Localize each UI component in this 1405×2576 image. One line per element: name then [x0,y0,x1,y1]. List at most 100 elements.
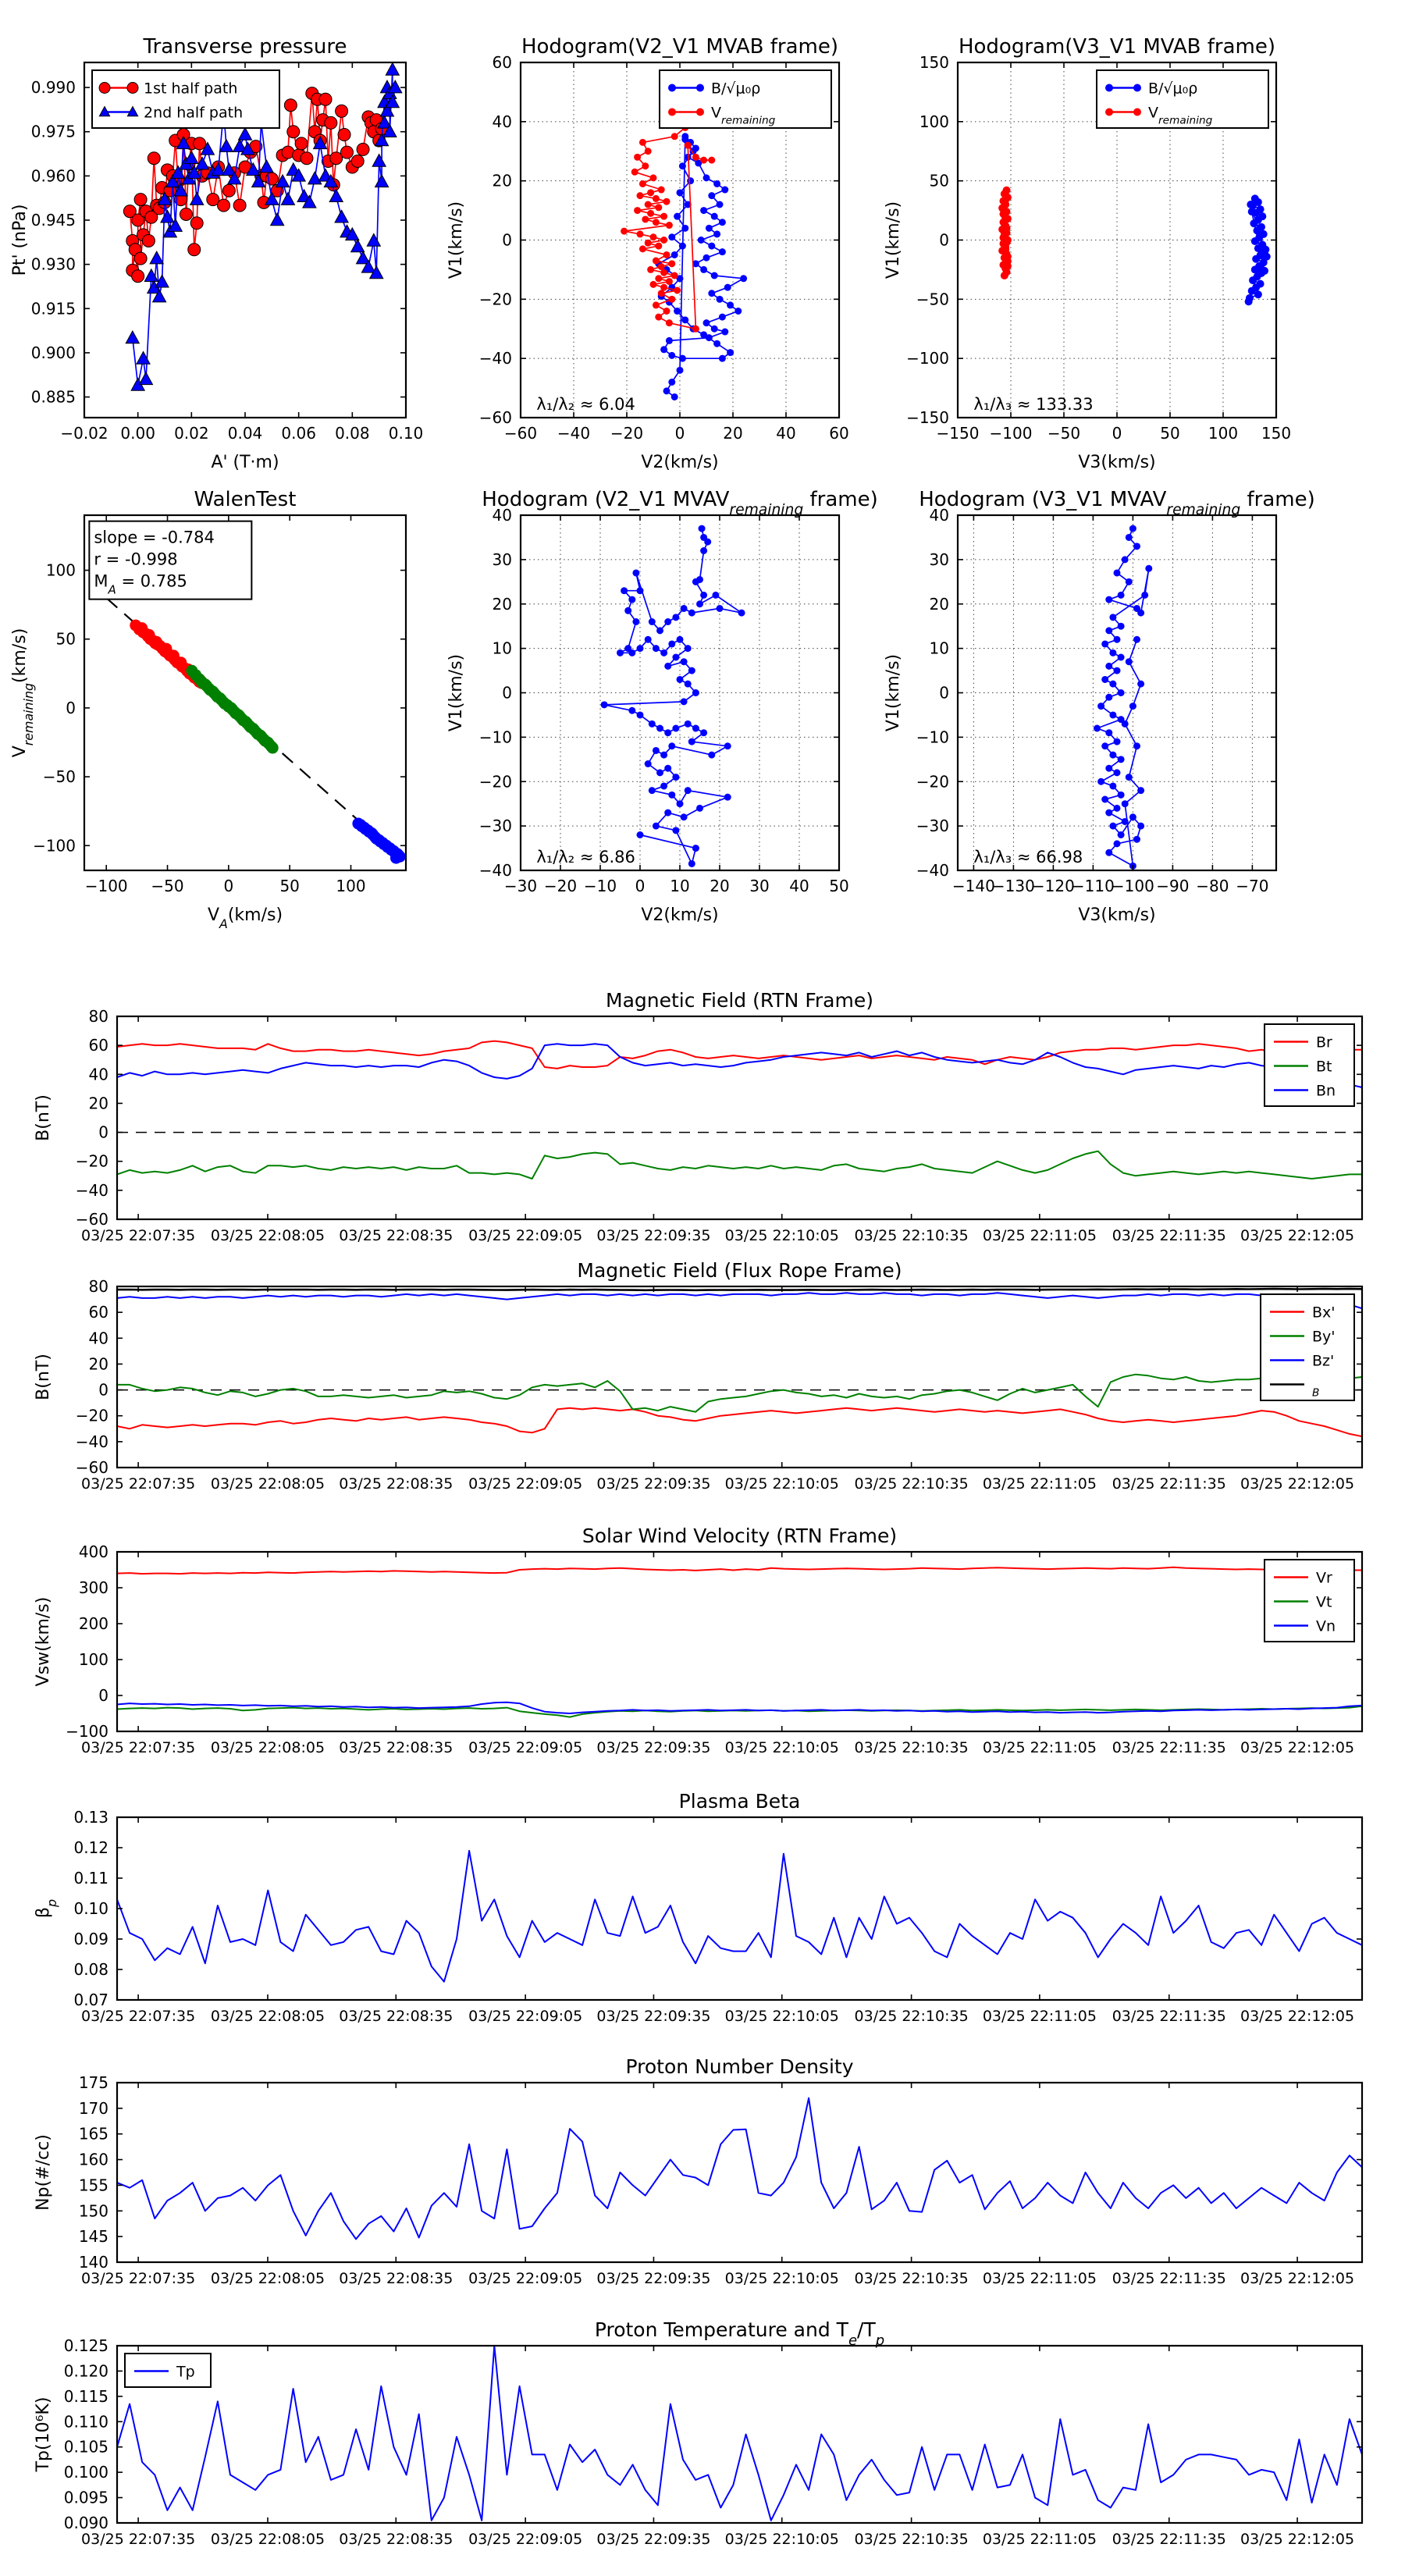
series-line-Vr [116,1566,1362,1575]
ytick-label: 0 [98,1686,108,1705]
ytick-label: 20 [930,595,949,614]
xtick-label: 0.10 [389,424,424,443]
xtick-label: 100 [1208,424,1238,443]
x-axis-label: V3(km/s) [1078,453,1155,472]
xtick-label: 03/25 22:10:05 [725,2531,839,2548]
ytick-label: 0 [939,231,949,250]
ytick-label: 0.095 [64,2489,108,2507]
xtick-label: 03/25 22:12:05 [1240,1227,1354,1244]
ytick-label: 0.07 [73,1991,108,2009]
legend: B/√μ₀ρ Vremaining [1096,69,1269,129]
ytick-label: 0.100 [64,2463,108,2482]
series-Bx-prime [116,1407,1363,1438]
xtick-label: 03/25 22:08:05 [211,1475,325,1493]
xtick-label: 03/25 22:08:05 [211,1739,325,1756]
xtick-label: 20 [710,877,729,895]
legend-label: Bt [1316,1059,1332,1076]
legend-label: Bz' [1312,1353,1334,1370]
xtick-label: 03/25 22:10:35 [855,1227,969,1244]
ytick-label: 0.110 [64,2412,108,2431]
ytick-label: 0 [939,684,949,703]
panel-mag-fluxrope: 03/25 22:07:35 03/25 22:08:05 03/25 22:08:… [34,1259,1364,1493]
ytick-label: −100 [906,349,949,368]
series-line-2nd half path [131,69,397,386]
annotation: slope = -0.784 r = -0.998 MA = 0.785 [88,520,253,600]
panel-proton-density: 03/25 22:07:35 03/25 22:08:05 03/25 22:08:… [34,2055,1364,2287]
xtick-label: 03/25 22:07:35 [81,1475,195,1493]
xtick-label: 03/25 22:11:35 [1112,2008,1226,2025]
annotation: λ₁/λ₃ ≈ 66.98 [973,848,1083,866]
series-line-B-magnitude [116,1287,1363,1292]
series-line-Tp [116,2345,1363,2521]
ytick-label: 0.08 [73,1960,108,1979]
xtick-label: 03/25 22:07:35 [81,2008,195,2025]
xtick-label: 0.08 [335,424,370,443]
axes-border [116,1015,1364,1221]
panel-title: Transverse pressure [143,35,347,59]
series-beta-p [116,1849,1363,1983]
ytick-label: 20 [89,1094,108,1112]
panel-title: Plasma Beta [679,1790,801,1813]
annotation-text: slope = -0.784 [94,528,215,547]
xtick-label: 50 [279,877,299,895]
y-axis-label: B(nT) [34,1094,53,1141]
ytick-label: 150 [919,53,949,72]
xtick-label: −50 [151,877,183,895]
series-line-Np [116,2097,1363,2240]
legend-label: Vremaining [711,105,776,127]
xtick-label: 03/25 22:11:35 [1112,1227,1226,1244]
legend-label: Vr [1316,1570,1332,1587]
ytick-label: 145 [79,2227,108,2246]
panel-hodogram-v3v1-mvab: −150 −100 −50 0 50 100 150 −150 −100 −50 0 50 100 150… [884,35,1291,472]
xtick-label: 03/25 22:07:35 [81,1227,195,1244]
xtick-label: 03/25 22:10:05 [725,2008,839,2025]
ytick-label: −30 [916,817,949,835]
y-axis-label: Np(#/cc) [34,2134,53,2211]
annotation: λ₁/λ₂ ≈ 6.86 [536,848,635,866]
ytick-label: 0 [502,231,512,250]
ytick-label: 50 [930,172,949,190]
legend-label: B [1312,1387,1319,1400]
ytick-label: 0.115 [64,2387,108,2406]
xtick-label: 03/25 22:12:05 [1240,1739,1354,1756]
xtick-label: −140 [952,877,995,895]
ytick-label: 0.960 [31,166,76,185]
series-line-velocity-path [603,528,742,865]
ytick-label: 60 [89,1036,108,1055]
ytick-label: −60 [76,1458,108,1477]
xtick-label: 03/25 22:11:05 [983,2270,1097,2287]
ytick-label: 140 [79,2253,108,2272]
panel-title: Hodogram (V2_V1 MVAVremaining frame) [482,488,878,518]
ytick-label: −60 [479,408,512,427]
xtick-label: −50 [1048,424,1080,443]
legend: 1st half path 2nd half path [91,69,280,129]
ytick-label: 0.885 [31,388,76,407]
ytick-label: −40 [76,1181,108,1200]
panel-transverse-pressure: −0.02 0.00 0.02 0.04 0.06 0.08 0.10 0.885 0.900 0… [10,35,423,472]
xtick-label: 03/25 22:11:05 [983,1475,1097,1493]
xtick-label: −40 [557,424,590,443]
series-line-Vn [116,1701,1363,1714]
legend-label: 1st half path [144,80,237,98]
ytick-label: 0 [502,684,512,703]
panel-title: Magnetic Field (Flux Rope Frame) [577,1259,902,1282]
axes-border [116,1816,1364,2001]
xtick-label: 0.06 [281,424,316,443]
ytick-label: 30 [493,550,512,569]
y-axis-label: βp [34,1899,59,1918]
series-last-segment [352,817,406,864]
xtick-label: 03/25 22:10:05 [725,1739,839,1756]
ytick-label: 0.10 [73,1899,108,1918]
ytick-label: −30 [479,817,512,835]
xtick-label: 03/25 22:10:35 [855,1475,969,1493]
series-Bn [116,1043,1363,1088]
annotation-text: MA = 0.785 [94,572,187,597]
x-axis-label: V2(km/s) [641,453,718,472]
xtick-label: 03/25 22:10:35 [855,2531,969,2548]
ytick-label: −100 [66,1722,108,1741]
annotation: λ₁/λ₂ ≈ 6.04 [536,395,635,414]
y-axis-label: V1(km/s) [446,654,466,731]
xtick-label: −90 [1156,877,1189,895]
ytick-label: 300 [79,1578,108,1597]
xtick-label: −100 [85,877,128,895]
